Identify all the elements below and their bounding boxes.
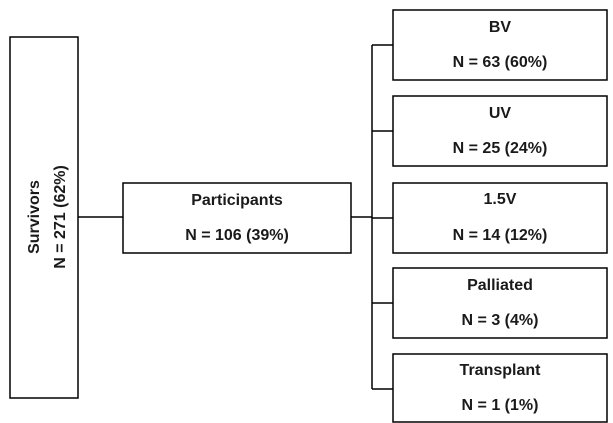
node-count: N = 14 (12%) <box>453 227 548 244</box>
node-box <box>392 353 608 423</box>
node-box <box>122 182 352 254</box>
node-box <box>392 267 608 339</box>
node-count: N = 106 (39%) <box>185 227 289 244</box>
node-box <box>9 36 79 399</box>
node-label: 1.5V <box>484 191 517 208</box>
node-count: N = 271 (62%) <box>52 165 69 269</box>
node-count: N = 25 (24%) <box>453 140 548 157</box>
node-box <box>392 182 608 254</box>
node-box <box>392 95 608 167</box>
node-label: Participants <box>191 192 283 209</box>
node-label: Transplant <box>460 362 542 379</box>
node-count: N = 3 (4%) <box>462 312 539 329</box>
node-label: BV <box>489 19 512 36</box>
node-count: N = 1 (1%) <box>462 397 539 414</box>
node-label: Survivors <box>26 180 43 254</box>
node-count: N = 63 (60%) <box>453 54 548 71</box>
node-label: UV <box>489 105 512 122</box>
node-label: Palliated <box>467 277 533 294</box>
node-box <box>392 9 608 81</box>
